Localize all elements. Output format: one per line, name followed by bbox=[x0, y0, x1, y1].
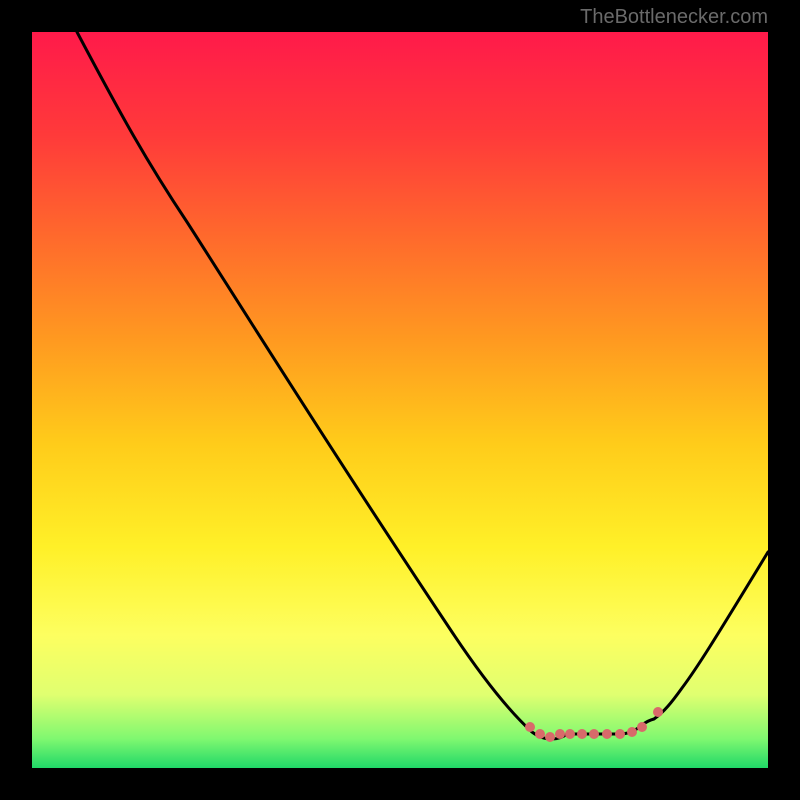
curve-marker bbox=[589, 729, 599, 739]
chart-container: TheBottlenecker.com bbox=[0, 0, 800, 800]
curve-marker bbox=[627, 727, 637, 737]
curve-marker bbox=[577, 729, 587, 739]
curve-marker bbox=[602, 729, 612, 739]
bottleneck-curve bbox=[77, 32, 768, 739]
curve-marker bbox=[535, 729, 545, 739]
curve-marker bbox=[525, 722, 535, 732]
curve-marker bbox=[615, 729, 625, 739]
curve-marker bbox=[565, 729, 575, 739]
plot-area bbox=[32, 32, 768, 768]
watermark-text: TheBottlenecker.com bbox=[580, 6, 768, 29]
curve-marker bbox=[637, 722, 647, 732]
curve-marker bbox=[545, 732, 555, 742]
curve-layer bbox=[32, 32, 768, 768]
curve-markers bbox=[525, 707, 663, 742]
curve-marker bbox=[653, 707, 663, 717]
curve-marker bbox=[555, 729, 565, 739]
